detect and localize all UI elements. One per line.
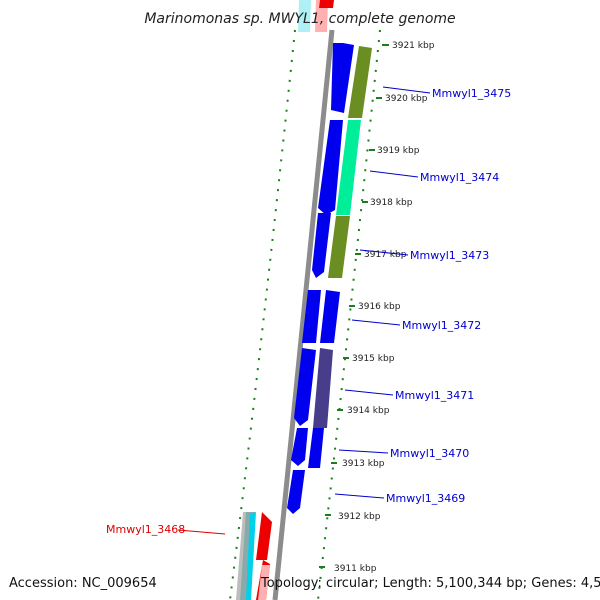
partial-cds-red	[319, 0, 334, 8]
bottom-left-features	[236, 512, 272, 600]
cds-3472b[interactable]	[320, 290, 340, 343]
cds-3470a[interactable]	[291, 428, 308, 466]
cds-3475[interactable]	[331, 43, 354, 113]
gene-label-3469[interactable]: Mmwyl1_3469	[386, 492, 465, 505]
cds-3468[interactable]	[256, 512, 272, 560]
kbp-label-3918: 3918 kbp	[370, 198, 413, 208]
gene-label-3472[interactable]: Mmwyl1_3472	[402, 319, 481, 332]
kbp-label-3917: 3917 kbp	[364, 250, 407, 260]
kbp-label-3916: 3916 kbp	[358, 302, 401, 312]
kbp-label-3914: 3914 kbp	[347, 406, 390, 416]
cds-3474[interactable]	[318, 120, 343, 215]
kbp-label-3919: 3919 kbp	[377, 146, 420, 156]
ruler-outer	[229, 29, 296, 600]
map-title: Marinomonas sp. MWYL1, complete genome	[144, 11, 455, 27]
top-partial-features	[298, 0, 334, 32]
kbp-label-3913: 3913 kbp	[342, 459, 385, 469]
leader-3474	[369, 170, 419, 178]
outer-dotted-ruler	[229, 29, 296, 600]
gene-label-3475[interactable]: Mmwyl1_3475	[432, 87, 511, 100]
gene-label-3474[interactable]: Mmwyl1_3474	[420, 171, 499, 184]
kbp-label-3912: 3912 kbp	[338, 512, 381, 522]
kbp-label-3921: 3921 kbp	[392, 41, 435, 51]
cog-track	[313, 46, 372, 428]
kbp-label-3915: 3915 kbp	[352, 354, 395, 364]
cds-3473[interactable]	[312, 213, 331, 278]
accession-text: Accession: NC_009654	[9, 576, 157, 591]
kbp-label-3920: 3920 kbp	[385, 94, 428, 104]
leader-3468	[177, 529, 226, 535]
cog-block-olive-1	[348, 46, 372, 118]
cog-block-purple	[313, 348, 333, 428]
cds-3472a[interactable]	[302, 290, 321, 343]
cog-block-olive-2	[328, 216, 350, 278]
gene-label-3473[interactable]: Mmwyl1_3473	[410, 249, 489, 262]
leader-3472	[351, 319, 401, 326]
ruler-inner	[317, 29, 381, 600]
leader-3475	[382, 86, 431, 94]
cds-3470b[interactable]	[308, 428, 324, 468]
kbp-ruler-labels: 3921 kbp 3920 kbp 3919 kbp 3918 kbp 3917…	[319, 41, 435, 574]
bottom-cds-pink	[258, 565, 270, 600]
gene-label-3468[interactable]: Mmwyl1_3468	[106, 523, 185, 536]
gene-label-3470[interactable]: Mmwyl1_3470	[390, 447, 469, 460]
backbone	[272, 29, 335, 600]
leader-3471	[344, 389, 394, 396]
leader-3469	[334, 493, 385, 499]
cds-track	[287, 43, 354, 514]
topology-text: Topology: circular; Length: 5,100,344 bp…	[260, 576, 600, 591]
partial-cds-cyan	[298, 0, 311, 32]
bottom-cds-cyan	[246, 512, 256, 600]
cds-3471[interactable]	[294, 348, 316, 426]
leader-3473	[359, 249, 409, 256]
backbone-line	[272, 29, 335, 600]
inner-dotted-ruler	[317, 29, 381, 600]
leader-3470	[338, 449, 389, 454]
gene-label-3471[interactable]: Mmwyl1_3471	[395, 389, 474, 402]
cds-3469[interactable]	[287, 470, 305, 514]
gene-labels: Mmwyl1_3475 Mmwyl1_3474 Mmwyl1_3473 Mmwy…	[106, 86, 511, 536]
cog-block-green	[336, 120, 361, 215]
kbp-label-3911: 3911 kbp	[334, 564, 377, 574]
